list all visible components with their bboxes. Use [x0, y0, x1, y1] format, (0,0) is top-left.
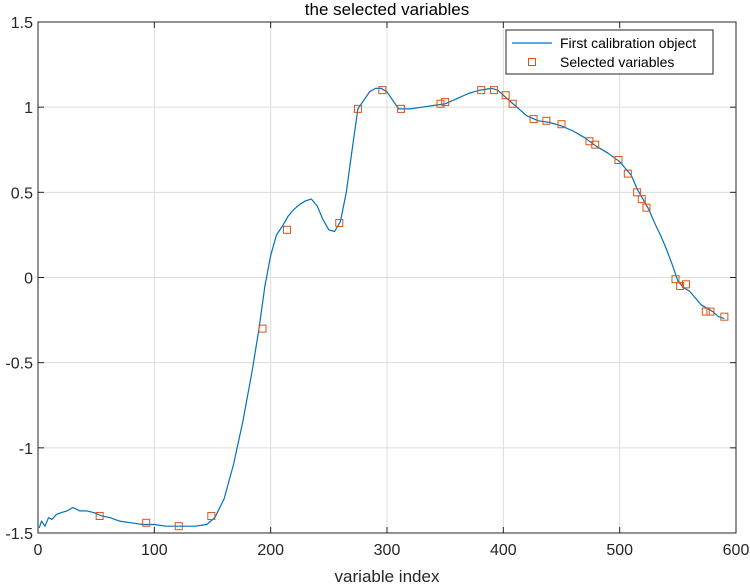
legend: First calibration object Selected variab… — [505, 29, 714, 75]
x-tick-label: 300 — [374, 542, 401, 559]
selected-variable-marker — [207, 511, 216, 520]
selected-variable-marker — [436, 99, 445, 108]
selected-variable-marker — [701, 307, 710, 316]
legend-entry-markers: Selected variables — [560, 54, 674, 70]
y-tick-label: 1 — [24, 100, 33, 117]
selected-variable-marker — [706, 307, 715, 316]
x-tick-label: 600 — [723, 542, 750, 559]
selected-variable-marker — [95, 511, 104, 520]
selected-variable-marker — [591, 140, 600, 149]
selected-variable-marker — [353, 104, 362, 113]
selected-variable-marker — [501, 91, 510, 100]
ticks: 0 100 200 300 400 500 600 -1.5 -1 -0.5 0 0.5 1 1.5 — [5, 15, 749, 559]
selected-variable-marker — [441, 98, 450, 107]
x-tick-label: 400 — [490, 542, 517, 559]
x-tick-label: 0 — [34, 542, 43, 559]
selected-variable-marker — [557, 120, 566, 129]
selected-variable-marker — [671, 275, 680, 284]
x-tick-label: 100 — [141, 542, 168, 559]
selected-variable-marker — [637, 195, 646, 204]
legend-marker-swatch — [528, 58, 536, 66]
selected-variable-marker — [642, 203, 651, 212]
series-markers-group — [95, 86, 729, 531]
selected-variable-marker — [142, 518, 151, 527]
selected-variable-marker — [335, 218, 344, 227]
selected-variable-marker — [174, 522, 183, 531]
selected-variable-marker — [614, 155, 623, 164]
y-tick-label: 0 — [24, 271, 33, 288]
legend-box — [505, 29, 714, 75]
y-tick-label: -0.5 — [5, 356, 33, 373]
selected-variable-marker — [633, 188, 642, 197]
selected-variable-marker — [529, 115, 538, 124]
selected-variable-marker — [396, 104, 405, 113]
x-tick-label: 200 — [257, 542, 284, 559]
chart-title: the selected variables — [305, 0, 469, 19]
x-tick-label: 500 — [606, 542, 633, 559]
selected-variable-marker — [676, 282, 685, 291]
selected-variable-marker — [378, 86, 387, 95]
legend-entry-line: First calibration object — [560, 35, 696, 51]
selected-variable-marker — [542, 116, 551, 125]
selected-variable-marker — [282, 225, 291, 234]
y-tick-label: 0.5 — [11, 185, 33, 202]
selected-variable-marker — [490, 86, 499, 95]
y-tick-label: 1.5 — [11, 15, 33, 32]
selected-variable-marker — [477, 86, 486, 95]
x-axis-label: variable index — [335, 567, 440, 586]
selected-variable-marker — [258, 324, 267, 333]
selected-variable-marker — [681, 280, 690, 289]
selected-variable-marker — [508, 99, 517, 108]
selected-variable-marker — [623, 169, 632, 178]
y-tick-label: -1 — [19, 441, 33, 458]
selected-variable-marker — [720, 312, 729, 321]
y-tick-label: -1.5 — [5, 526, 33, 543]
